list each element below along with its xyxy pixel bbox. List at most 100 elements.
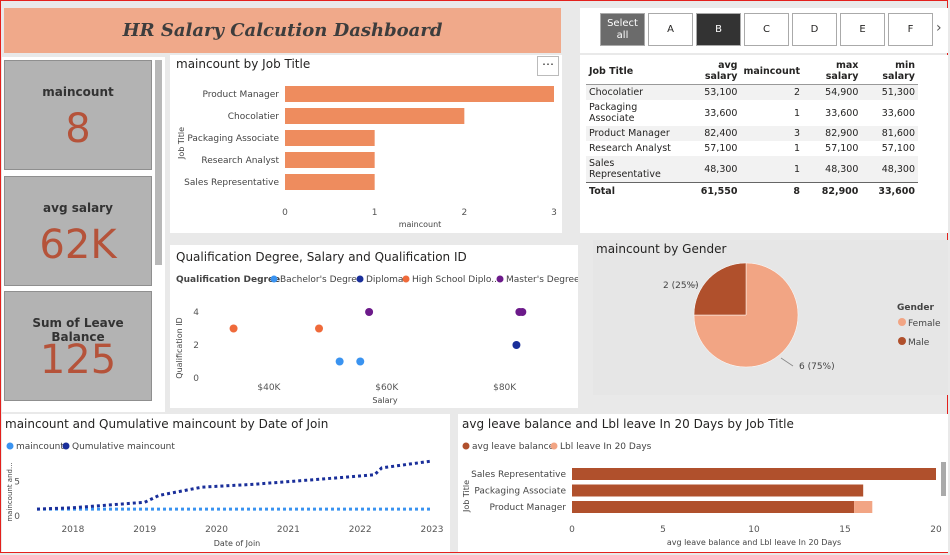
leave-bar-scrollbar[interactable] bbox=[941, 462, 946, 496]
legend-label: maincount bbox=[16, 442, 64, 452]
pie-slice bbox=[693, 262, 747, 316]
slicer-item-f[interactable]: F bbox=[888, 13, 933, 46]
y-tick-label: 5 bbox=[14, 478, 20, 488]
x-tick-label: $80K bbox=[493, 383, 517, 393]
table-header-cell[interactable]: min salary bbox=[861, 58, 918, 85]
kpi-label: Sum of Leave Balance bbox=[32, 316, 124, 344]
kpi-label: avg salary bbox=[43, 201, 113, 215]
slicer-select-all[interactable]: Select all bbox=[600, 13, 645, 46]
table-row[interactable]: Sales Representative 48,300 1 48,300 48,300 bbox=[586, 156, 918, 183]
y-tick-label: Product Manager bbox=[203, 90, 280, 100]
legend-marker bbox=[6, 442, 14, 450]
bar-segment bbox=[572, 468, 936, 480]
table-header-cell[interactable]: Job Title bbox=[586, 58, 685, 85]
table-cell: Packaging Associate bbox=[589, 102, 638, 124]
cumulative-title: maincount and Qumulative maincount by Da… bbox=[5, 417, 329, 431]
chevron-right-icon[interactable]: › bbox=[936, 20, 942, 36]
legend-title: Gender bbox=[897, 303, 934, 313]
bar bbox=[285, 108, 465, 124]
table-cell: 1 bbox=[740, 156, 804, 183]
legend-label: Male bbox=[908, 338, 930, 348]
slicer-item-e[interactable]: E bbox=[840, 13, 885, 46]
legend-label: Female bbox=[908, 319, 941, 329]
bar bbox=[285, 152, 375, 168]
y-axis-label: Qualification ID bbox=[175, 317, 184, 378]
kpi-value: 62K bbox=[39, 222, 117, 268]
x-tick-label: 20 bbox=[930, 525, 942, 535]
table-row[interactable]: Packaging Associate 33,600 1 33,600 33,600 bbox=[586, 100, 918, 126]
x-tick-label: 2 bbox=[461, 208, 467, 218]
table-row[interactable]: Product Manager 82,400 3 82,900 81,600 bbox=[586, 126, 918, 141]
table-cell: Product Manager bbox=[586, 126, 685, 141]
legend-marker bbox=[496, 275, 504, 283]
table-row[interactable]: Research Analyst 57,100 1 57,100 57,100 bbox=[586, 141, 918, 156]
y-tick-label: 0 bbox=[193, 374, 199, 384]
legend-marker bbox=[898, 337, 906, 345]
table-cell: 33,600 bbox=[825, 107, 859, 119]
table-cell: 82,900 bbox=[803, 126, 862, 141]
table-cell: 48,300 bbox=[684, 156, 741, 183]
kpi-scrollbar[interactable] bbox=[155, 60, 162, 265]
slicer-item-a[interactable]: A bbox=[648, 13, 693, 46]
y-tick-label: 0 bbox=[14, 512, 20, 522]
table-total-cell: 82,900 bbox=[803, 182, 862, 199]
scatter-point bbox=[512, 341, 521, 349]
x-tick-label: $60K bbox=[375, 383, 399, 393]
legend-marker bbox=[462, 442, 470, 450]
y-tick-label: Sales Representative bbox=[471, 470, 566, 480]
legend-label: Lbl leave In 20 Days bbox=[560, 442, 652, 452]
x-tick-label: 2019 bbox=[133, 525, 156, 535]
legend-label: Bachelor's Degree bbox=[280, 275, 363, 285]
table-total-cell: 33,600 bbox=[861, 182, 918, 199]
cumulative-panel bbox=[2, 414, 450, 552]
table-cell: 48,300 bbox=[803, 156, 862, 183]
leave-bar-title: avg leave balance and Lbl leave In 20 Da… bbox=[462, 417, 794, 431]
table-row[interactable]: Chocolatier 53,100 2 54,900 51,300 bbox=[586, 84, 918, 100]
y-tick-label: Packaging Associate bbox=[474, 487, 566, 497]
x-axis-label: Salary bbox=[372, 396, 397, 405]
y-tick-label: Research Analyst bbox=[201, 156, 279, 166]
slicer-item-c[interactable]: C bbox=[744, 13, 789, 46]
bar bbox=[285, 174, 375, 190]
x-tick-label: 10 bbox=[748, 525, 760, 535]
table-header-cell[interactable]: avg salary bbox=[684, 58, 741, 85]
job-bar-title: maincount by Job Title bbox=[176, 57, 311, 71]
table-total-cell: Total bbox=[586, 182, 685, 199]
data-label: 6 (75%) bbox=[799, 362, 835, 372]
slicer-item-b[interactable]: B bbox=[696, 13, 741, 46]
table-cell: 1 bbox=[793, 107, 801, 119]
x-tick-label: 2020 bbox=[205, 525, 228, 535]
legend-label: Diploma bbox=[366, 275, 403, 285]
scatter-point bbox=[356, 357, 365, 366]
bar-segment bbox=[854, 501, 873, 513]
slicer-item-d[interactable]: D bbox=[792, 13, 837, 46]
table-cell: 81,600 bbox=[861, 126, 918, 141]
pie-title: maincount by Gender bbox=[596, 242, 727, 256]
x-tick-label: 0 bbox=[569, 525, 575, 535]
y-axis-label: Job Title bbox=[177, 127, 186, 160]
table-header-cell[interactable]: max salary bbox=[803, 58, 862, 85]
kpi-value: 125 bbox=[39, 337, 117, 383]
table-cell: 57,100 bbox=[825, 143, 859, 154]
scatter-point bbox=[365, 308, 374, 316]
x-axis-label: Date of Join bbox=[214, 539, 260, 548]
table-cell: 33,600 bbox=[704, 107, 738, 119]
table-cell: Research Analyst bbox=[589, 143, 671, 154]
table-header-cell[interactable]: maincount bbox=[740, 58, 804, 85]
bar-segment bbox=[572, 501, 855, 513]
legend-marker bbox=[402, 275, 410, 283]
kpi-value: 8 bbox=[65, 106, 91, 152]
leave-bar-panel bbox=[458, 414, 948, 552]
more-options-icon[interactable]: ⋯ bbox=[537, 56, 559, 76]
cumulative-line-chart: maincount Qumulative maincount 0 5 2018 2019 2… bbox=[6, 442, 443, 548]
legend-marker bbox=[356, 275, 364, 283]
legend-marker bbox=[270, 275, 278, 283]
legend-marker bbox=[550, 442, 558, 450]
legend-marker bbox=[898, 318, 906, 326]
table-total-row: Total 61,550 8 82,900 33,600 bbox=[586, 182, 918, 199]
x-tick-label: 5 bbox=[660, 525, 666, 535]
y-axis-label: Job Title bbox=[462, 480, 471, 513]
data-label-leader bbox=[780, 357, 794, 367]
table-cell: 33,600 bbox=[881, 107, 915, 119]
y-tick-label: 2 bbox=[193, 341, 199, 351]
